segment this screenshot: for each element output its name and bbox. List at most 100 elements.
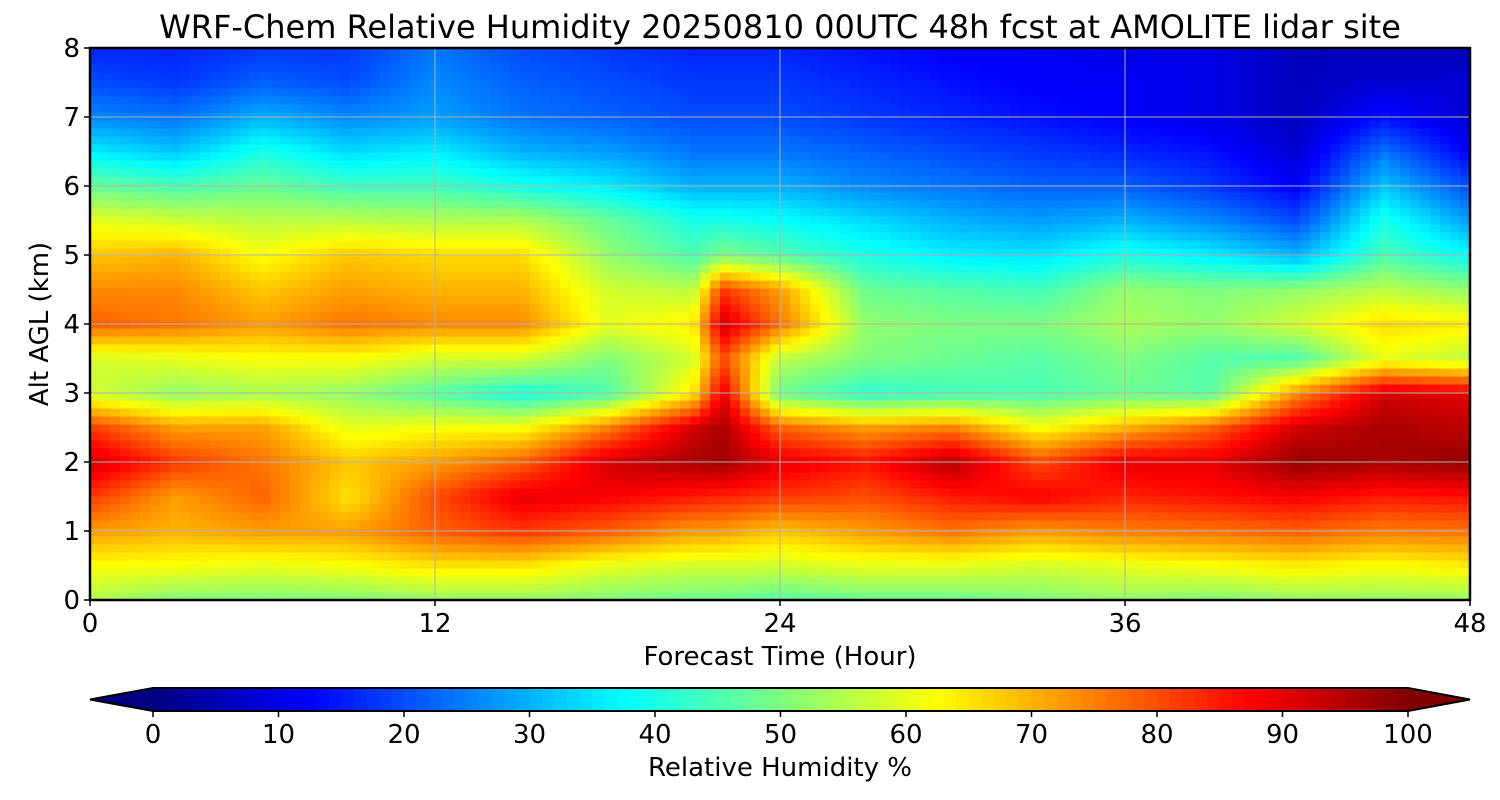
heatmap-cell [1180, 480, 1191, 489]
heatmap-cell [230, 312, 241, 321]
heatmap-cell [1080, 336, 1091, 345]
heatmap-cell [880, 432, 891, 441]
heatmap-cell [780, 432, 791, 441]
heatmap-cell [300, 472, 311, 481]
heatmap-cell [540, 584, 551, 593]
heatmap-cell [860, 480, 871, 489]
heatmap-cell [170, 504, 181, 513]
heatmap-cell [1170, 424, 1181, 433]
heatmap-cell [220, 440, 231, 449]
heatmap-cell [590, 352, 601, 361]
heatmap-cell [310, 352, 321, 361]
heatmap-cell [1430, 448, 1441, 457]
heatmap-cell [1450, 432, 1461, 441]
heatmap-cell [1400, 424, 1411, 433]
heatmap-cell [840, 536, 851, 545]
heatmap-cell [1150, 480, 1161, 489]
heatmap-cell [900, 480, 911, 489]
heatmap-cell [90, 304, 101, 313]
heatmap-cell [690, 488, 701, 497]
heatmap-cell [1390, 536, 1401, 545]
heatmap-cell [1070, 328, 1081, 337]
heatmap-cell [510, 552, 521, 561]
heatmap-cell [850, 584, 861, 593]
heatmap-cell [120, 360, 131, 369]
heatmap-cell [220, 512, 231, 521]
heatmap-cell [830, 592, 841, 600]
heatmap-cell [530, 344, 541, 353]
heatmap-cell [220, 400, 231, 409]
heatmap-cell [280, 440, 291, 449]
heatmap-cell [200, 416, 211, 425]
heatmap-cell [730, 376, 741, 385]
heatmap-cell [1280, 432, 1291, 441]
heatmap-cell [970, 472, 981, 481]
heatmap-cell [320, 584, 331, 593]
heatmap-cell [200, 496, 211, 505]
heatmap-cell [910, 432, 921, 441]
heatmap-cell [390, 336, 401, 345]
heatmap-cell [1290, 432, 1301, 441]
heatmap-cell [1190, 440, 1201, 449]
heatmap-cell [900, 568, 911, 577]
heatmap-cell [590, 400, 601, 409]
heatmap-cell [1150, 400, 1161, 409]
heatmap-cell [1260, 552, 1271, 561]
heatmap-cell [1340, 352, 1351, 361]
heatmap-cell [520, 480, 531, 489]
heatmap-cell [1100, 416, 1111, 425]
heatmap-cell [150, 312, 161, 321]
heatmap-cell [650, 496, 661, 505]
heatmap-cell [910, 488, 921, 497]
heatmap-cell [780, 488, 791, 497]
heatmap-cell [360, 560, 371, 569]
heatmap-cell [1320, 424, 1331, 433]
heatmap-cell [1410, 544, 1421, 553]
heatmap-cell [410, 352, 421, 361]
heatmap-cell [870, 496, 881, 505]
heatmap-cell [400, 360, 411, 369]
heatmap-cell [370, 368, 381, 377]
heatmap-cell [1400, 536, 1411, 545]
heatmap-cell [630, 384, 641, 393]
heatmap-cell [540, 344, 551, 353]
heatmap-cell [1420, 312, 1431, 321]
heatmap-cell [960, 584, 971, 593]
heatmap-cell [930, 584, 941, 593]
heatmap-cell [1320, 392, 1331, 401]
heatmap-cell [160, 360, 171, 369]
heatmap-cell [100, 304, 111, 313]
heatmap-cell [260, 560, 271, 569]
heatmap-cell [350, 544, 361, 553]
heatmap-cell [820, 344, 831, 353]
heatmap-cell [530, 352, 541, 361]
heatmap-cell [1200, 360, 1211, 369]
heatmap-cell [1410, 344, 1421, 353]
heatmap-cell [810, 392, 821, 401]
heatmap-cell [940, 544, 951, 553]
heatmap-cell [390, 408, 401, 417]
heatmap-cell [920, 440, 931, 449]
heatmap-cell [580, 432, 591, 441]
heatmap-cell [330, 360, 341, 369]
heatmap-cell [490, 584, 501, 593]
heatmap-cell [150, 512, 161, 521]
heatmap-cell [570, 480, 581, 489]
heatmap-cell [900, 520, 911, 529]
heatmap-cell [290, 328, 301, 337]
heatmap-cell [500, 504, 511, 513]
heatmap-cell [170, 592, 181, 600]
heatmap-cell [410, 400, 421, 409]
heatmap-cell [1050, 456, 1061, 465]
heatmap-cell [320, 528, 331, 537]
heatmap-cell [1160, 360, 1171, 369]
heatmap-cell [460, 424, 471, 433]
heatmap-cell [370, 592, 381, 600]
heatmap-cell [90, 472, 101, 481]
heatmap-cell [160, 456, 171, 465]
heatmap-cell [140, 384, 151, 393]
heatmap-cell [1380, 528, 1391, 537]
heatmap-cell [1370, 400, 1381, 409]
heatmap-cell [400, 552, 411, 561]
heatmap-cell [820, 432, 831, 441]
